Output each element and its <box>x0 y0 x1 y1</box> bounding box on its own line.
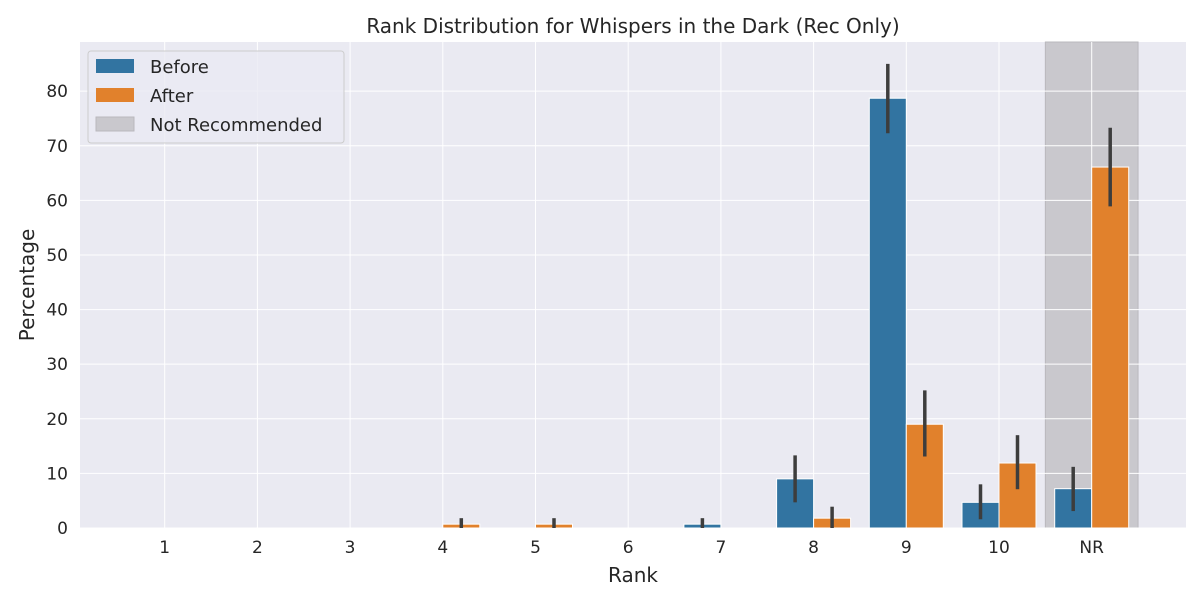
y-tick-label: 0 <box>57 519 68 539</box>
legend-label-not-recommended: Not Recommended <box>150 115 322 136</box>
x-tick-label: 8 <box>808 538 819 558</box>
x-tick-label: 2 <box>252 538 263 558</box>
x-tick-label: 7 <box>715 538 726 558</box>
x-tick-label: 4 <box>437 538 448 558</box>
y-tick-label: 60 <box>46 191 68 211</box>
legend-swatch-not-recommended <box>95 116 135 132</box>
y-tick-label: 70 <box>46 137 68 157</box>
legend-frame <box>87 50 345 144</box>
x-tick-label: NR <box>1079 538 1104 558</box>
x-tick-label: 6 <box>623 538 634 558</box>
y-tick-label: 10 <box>46 464 68 484</box>
chart-title: Rank Distribution for Whispers in the Da… <box>366 14 899 38</box>
y-tick-label: 40 <box>46 301 68 321</box>
legend-label-before: Before <box>150 57 209 78</box>
x-tick-label: 5 <box>530 538 541 558</box>
bar-after <box>1091 166 1130 529</box>
bar-before <box>868 97 907 529</box>
legend-swatch-before <box>96 59 134 73</box>
x-tick-label: 3 <box>345 538 356 558</box>
y-tick-label: 50 <box>46 246 68 266</box>
y-tick-label: 30 <box>46 355 68 375</box>
legend-label-after: After <box>150 86 194 107</box>
y-axis-label: Percentage <box>15 229 39 342</box>
y-tick-label: 80 <box>46 82 68 102</box>
x-tick-label: 9 <box>901 538 912 558</box>
x-axis-label: Rank <box>608 563 658 587</box>
y-tick-label: 20 <box>46 410 68 430</box>
x-tick-label: 1 <box>159 538 170 558</box>
legend: Before After Not Recommended <box>87 50 345 144</box>
x-tick-label: 10 <box>988 538 1010 558</box>
legend-swatch-after <box>96 88 134 102</box>
